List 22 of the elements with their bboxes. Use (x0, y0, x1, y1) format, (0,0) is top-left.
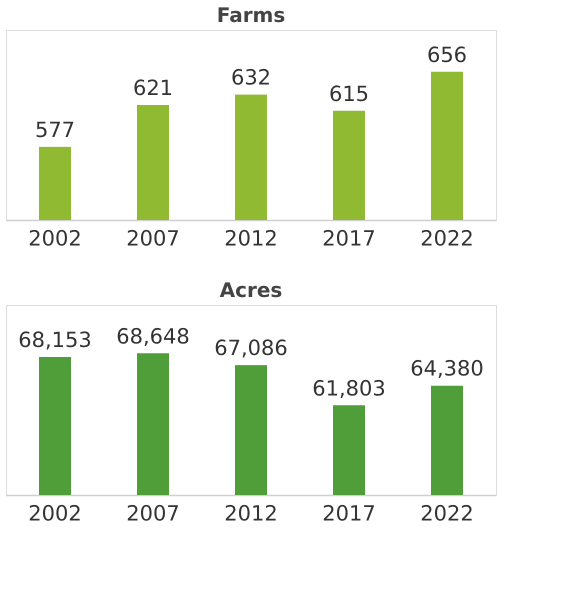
data-label: 68,648 (116, 324, 190, 348)
x-tick-label: 2022 (420, 226, 474, 250)
data-label: 621 (132, 76, 174, 100)
x-tick-label: 2017 (322, 502, 376, 526)
chart-title: Acres (220, 278, 282, 302)
data-label: 64,380 (410, 356, 484, 381)
data-label: 577 (34, 118, 76, 142)
x-tick-label: 2017 (322, 226, 376, 250)
x-tick-label: 2007 (126, 502, 180, 526)
data-label: 61,803 (312, 376, 386, 400)
data-label: 615 (328, 82, 370, 106)
data-label: 67,086 (214, 336, 288, 360)
data-label: 656 (426, 42, 468, 67)
x-tick-label: 2002 (28, 502, 82, 526)
data-label: 632 (230, 66, 272, 90)
data-label: 68,153 (18, 328, 92, 352)
x-tick-label: 2012 (224, 502, 278, 526)
x-tick-label: 2007 (126, 226, 180, 250)
chart-title: Farms (216, 3, 286, 27)
x-tick-label: 2002 (28, 226, 82, 250)
x-tick-label: 2012 (224, 226, 278, 250)
x-tick-label: 2022 (420, 502, 474, 526)
